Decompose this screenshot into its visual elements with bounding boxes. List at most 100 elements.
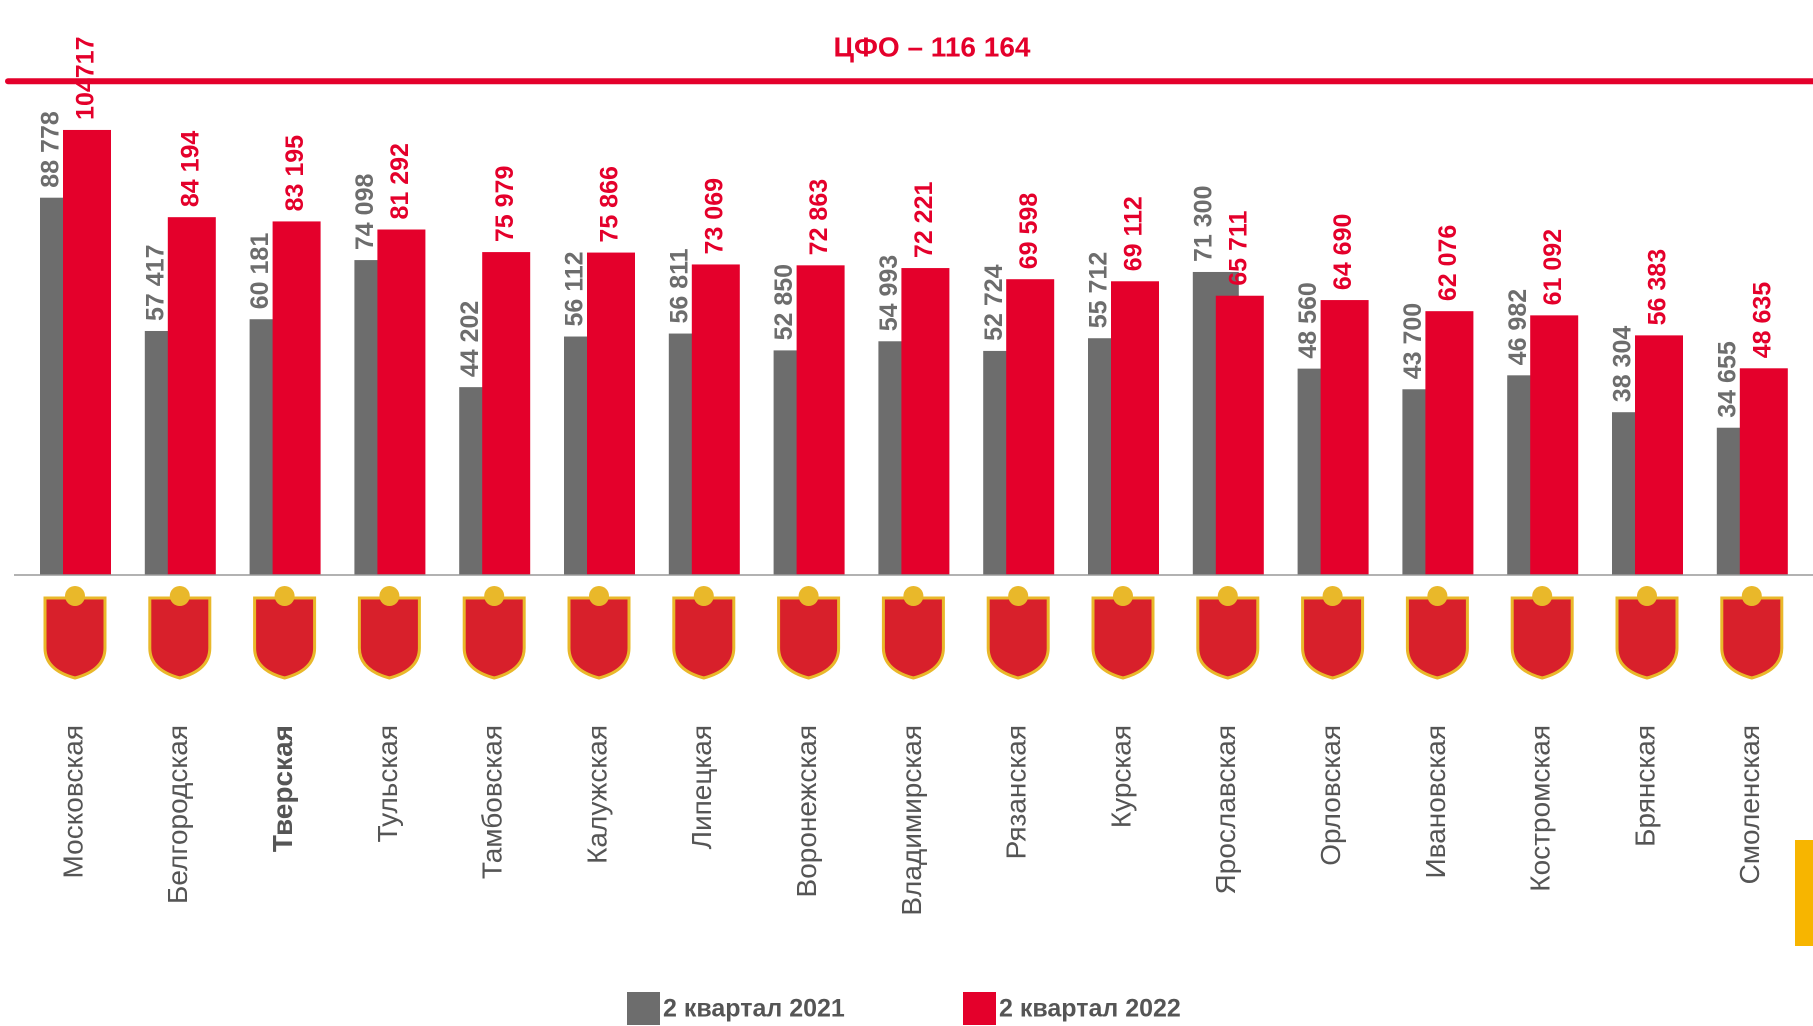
value-label: 56 383 (1644, 249, 1672, 325)
emblem-crown (589, 586, 609, 606)
x-tick-label: Тверская (267, 725, 298, 852)
bar (377, 229, 426, 575)
emblem-crown (1741, 586, 1762, 606)
value-label: 43 700 (1399, 303, 1427, 379)
value-label: 55 712 (1085, 252, 1113, 328)
emblem-shield (1091, 596, 1155, 680)
x-tick-label: Тульская (372, 725, 403, 842)
emblem-crown (693, 586, 714, 606)
emblem-crown (65, 586, 85, 606)
value-label: 104717 (72, 37, 100, 120)
x-tick-label: Орловская (1315, 725, 1346, 866)
emblem-crown (1532, 586, 1553, 606)
bar (482, 252, 531, 576)
emblem-crown (1113, 586, 1133, 606)
x-tick-label: Рязанская (1001, 725, 1032, 859)
bar (1006, 279, 1055, 575)
emblem (357, 586, 421, 680)
value-label: 71 300 (1189, 186, 1217, 262)
emblem (986, 586, 1050, 680)
emblem-shield (253, 596, 317, 680)
emblem (1196, 586, 1260, 680)
legend-swatch (627, 992, 660, 1025)
emblem-shield (672, 596, 736, 680)
emblem (253, 586, 317, 680)
x-tick-label: Московская (57, 725, 88, 879)
x-tick-label: Липецкая (686, 725, 717, 849)
emblem-shield (1196, 596, 1260, 680)
bar (796, 265, 845, 575)
bar (1739, 368, 1788, 575)
value-label: 75 866 (596, 166, 624, 242)
value-label: 69 112 (1120, 196, 1148, 271)
value-label: 57 417 (141, 245, 169, 321)
emblem-crown (903, 586, 924, 606)
decor-tab (1795, 840, 1813, 946)
value-label: 44 202 (456, 301, 484, 377)
emblem-crown (274, 586, 295, 606)
bar (691, 264, 740, 575)
value-label: 48 635 (1748, 282, 1776, 359)
x-tick-label: Костромская (1525, 725, 1556, 892)
x-tick-label: Ивановская (1420, 725, 1451, 878)
emblem-shield (881, 596, 945, 680)
emblem (43, 586, 107, 680)
value-label: 72 221 (910, 181, 938, 258)
bar (63, 129, 111, 575)
value-label: 64 690 (1329, 214, 1357, 290)
emblem-shield (1301, 596, 1365, 680)
emblem-shield (357, 596, 421, 680)
value-label: 52 850 (770, 264, 798, 340)
legend-label: 2 квартал 2021 (663, 995, 845, 1023)
bar (1530, 315, 1579, 575)
x-tick-label: Брянская (1629, 725, 1660, 847)
legend-swatch (963, 992, 996, 1025)
emblem-shield (567, 596, 631, 680)
value-label: 81 292 (386, 143, 414, 219)
x-tick-label: Воронежская (791, 725, 822, 897)
emblem-crown (798, 586, 819, 606)
emblem (672, 586, 736, 680)
emblem-crown (1427, 586, 1448, 606)
emblem (148, 586, 212, 680)
value-label: 73 069 (700, 178, 728, 254)
value-label: 61 092 (1539, 229, 1567, 305)
x-tick-label: Смоленская (1734, 725, 1765, 884)
emblem-crown (1637, 586, 1657, 606)
bar (901, 268, 950, 575)
value-label: 84 194 (176, 131, 204, 208)
x-tick-label: Владимирская (896, 725, 927, 916)
legend-label: 2 квартал 2022 (999, 995, 1181, 1023)
value-label: 74 098 (351, 174, 379, 251)
x-tick-label: Тамбовская (477, 725, 508, 879)
bar (1215, 295, 1264, 575)
emblem (1615, 586, 1679, 680)
x-tick-label: Курская (1105, 725, 1136, 828)
value-label: 60 181 (246, 233, 274, 310)
value-label: 52 724 (980, 264, 1008, 341)
x-tick-label: Калужская (581, 725, 612, 864)
emblem-crown (1008, 586, 1029, 606)
emblem (1510, 586, 1574, 680)
value-label: 54 993 (875, 255, 903, 331)
emblem-shield (1510, 596, 1574, 680)
value-label: 56 811 (665, 248, 693, 323)
emblem-shield (1405, 596, 1469, 680)
value-label: 65 711 (1224, 211, 1252, 286)
emblem (462, 586, 526, 680)
emblem (1720, 586, 1784, 680)
bar (1635, 335, 1683, 575)
value-label: 88 778 (37, 111, 65, 188)
x-tick-label: Белгородская (162, 725, 193, 904)
emblem-crown (484, 586, 505, 606)
x-tick-label: Ярославская (1210, 725, 1241, 894)
emblem-shield (777, 596, 841, 680)
emblem-shield (148, 596, 212, 680)
emblem (777, 586, 841, 680)
value-label: 34 655 (1713, 341, 1741, 418)
bar (1425, 311, 1474, 575)
emblem-crown (169, 586, 190, 606)
value-label: 72 863 (805, 179, 833, 255)
reference-label: ЦФО – 116 164 (834, 32, 1031, 63)
